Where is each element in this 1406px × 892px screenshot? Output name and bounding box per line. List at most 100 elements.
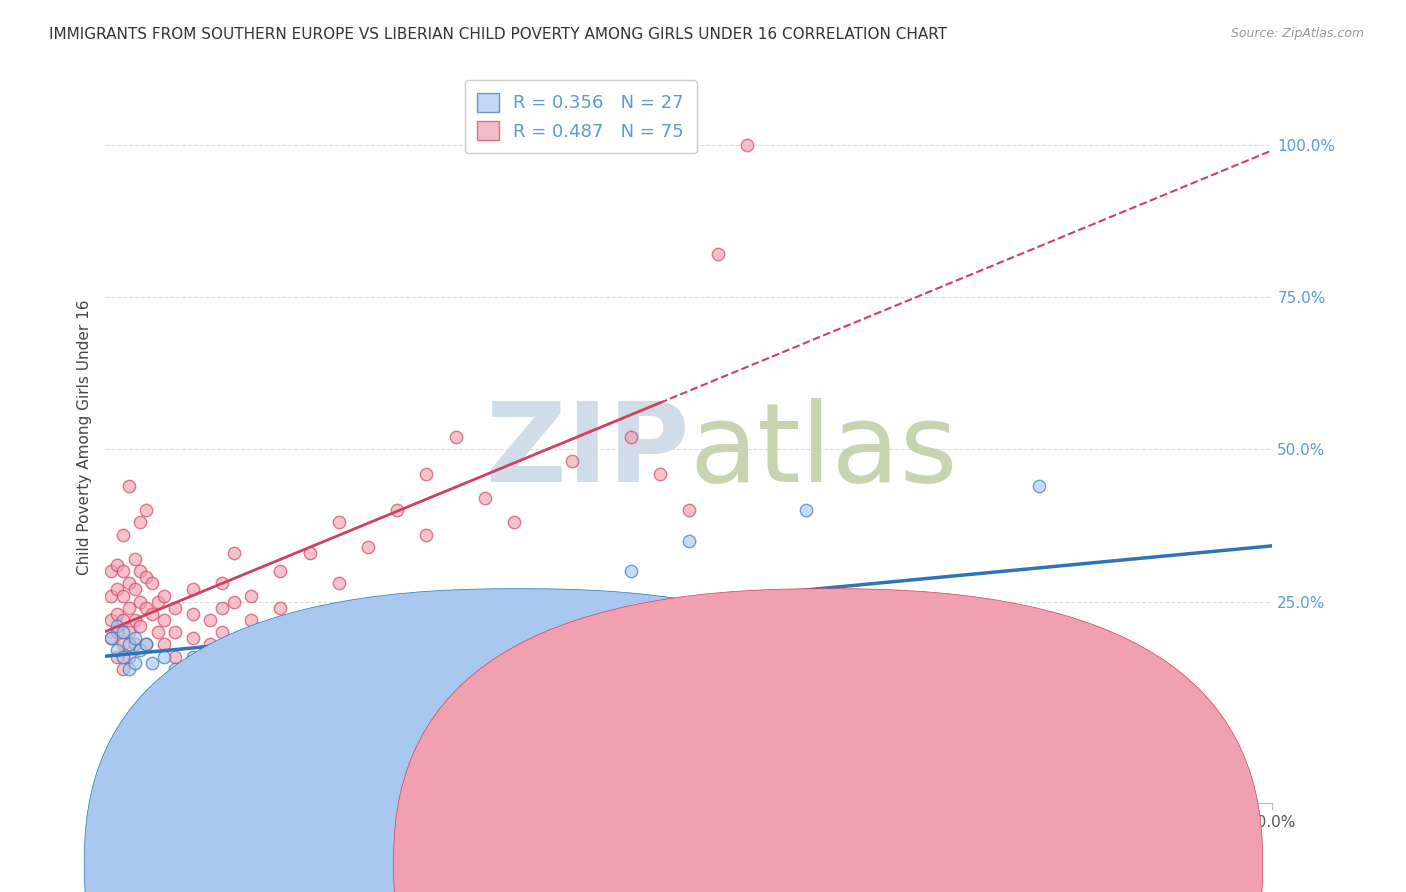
- Point: [737, 137, 759, 152]
- Point: [561, 454, 583, 468]
- Point: [124, 582, 146, 597]
- Point: [111, 527, 134, 541]
- Point: [211, 600, 233, 615]
- Point: [222, 594, 245, 608]
- Point: [124, 552, 146, 566]
- Point: [165, 649, 187, 664]
- Point: [135, 600, 157, 615]
- Point: [135, 637, 157, 651]
- Point: [200, 667, 222, 681]
- Point: [124, 637, 146, 651]
- Point: [240, 662, 263, 676]
- Point: [129, 516, 152, 530]
- Point: [181, 632, 204, 646]
- Point: [474, 491, 496, 505]
- Point: [165, 625, 187, 640]
- Point: [794, 503, 817, 517]
- Point: [153, 589, 174, 603]
- Point: [118, 637, 141, 651]
- Point: [181, 607, 204, 621]
- Point: [269, 649, 292, 664]
- Point: [211, 656, 233, 670]
- Point: [385, 503, 408, 517]
- Point: [105, 625, 128, 640]
- Point: [200, 613, 222, 627]
- Point: [105, 558, 128, 573]
- Point: [105, 649, 128, 664]
- Text: Immigrants from Southern Europe: Immigrants from Southern Europe: [541, 853, 792, 868]
- Point: [124, 656, 146, 670]
- Point: [141, 656, 163, 670]
- Point: [129, 564, 152, 578]
- Point: [200, 662, 222, 676]
- Point: [111, 662, 134, 676]
- Point: [105, 643, 128, 657]
- Point: [648, 467, 671, 481]
- Text: IMMIGRANTS FROM SOUTHERN EUROPE VS LIBERIAN CHILD POVERTY AMONG GIRLS UNDER 16 C: IMMIGRANTS FROM SOUTHERN EUROPE VS LIBER…: [49, 27, 948, 42]
- Y-axis label: Child Poverty Among Girls Under 16: Child Poverty Among Girls Under 16: [76, 300, 91, 574]
- Point: [328, 576, 350, 591]
- Point: [153, 649, 174, 664]
- Point: [1144, 698, 1167, 713]
- Point: [444, 430, 467, 444]
- Point: [105, 619, 128, 633]
- Point: [105, 582, 128, 597]
- Point: [502, 516, 524, 530]
- Point: [111, 637, 134, 651]
- Point: [415, 527, 437, 541]
- Point: [124, 613, 146, 627]
- Point: [100, 613, 122, 627]
- Point: [357, 540, 380, 554]
- Point: [146, 625, 169, 640]
- Point: [118, 625, 141, 640]
- Point: [129, 643, 152, 657]
- Point: [118, 479, 141, 493]
- Point: [619, 430, 641, 444]
- Point: [124, 632, 146, 646]
- Point: [111, 564, 134, 578]
- Point: [502, 619, 524, 633]
- Point: [146, 594, 169, 608]
- Point: [165, 662, 187, 676]
- Point: [100, 632, 122, 646]
- Point: [135, 503, 157, 517]
- Point: [105, 607, 128, 621]
- Point: [328, 516, 350, 530]
- Point: [181, 649, 204, 664]
- Point: [111, 649, 134, 664]
- Point: [240, 613, 263, 627]
- Point: [200, 637, 222, 651]
- Point: [211, 625, 233, 640]
- Point: [165, 600, 187, 615]
- Point: [1028, 479, 1050, 493]
- Point: [111, 613, 134, 627]
- Text: ZIP: ZIP: [485, 398, 689, 505]
- Text: atlas: atlas: [689, 398, 957, 505]
- Point: [678, 533, 700, 548]
- Point: [141, 759, 163, 773]
- Point: [444, 632, 467, 646]
- Point: [619, 564, 641, 578]
- Point: [211, 576, 233, 591]
- Text: Liberians: Liberians: [851, 853, 917, 868]
- Point: [135, 637, 157, 651]
- Text: Source: ZipAtlas.com: Source: ZipAtlas.com: [1230, 27, 1364, 40]
- Point: [141, 607, 163, 621]
- Point: [153, 613, 174, 627]
- Legend: R = 0.356   N = 27, R = 0.487   N = 75: R = 0.356 N = 27, R = 0.487 N = 75: [464, 80, 696, 153]
- Point: [269, 600, 292, 615]
- Point: [222, 546, 245, 560]
- Point: [111, 625, 134, 640]
- Point: [129, 619, 152, 633]
- Point: [100, 589, 122, 603]
- Point: [240, 589, 263, 603]
- Point: [118, 600, 141, 615]
- Point: [415, 467, 437, 481]
- Point: [118, 576, 141, 591]
- Point: [135, 570, 157, 584]
- Point: [298, 546, 321, 560]
- Point: [100, 632, 122, 646]
- Point: [181, 656, 204, 670]
- Point: [181, 582, 204, 597]
- Point: [118, 662, 141, 676]
